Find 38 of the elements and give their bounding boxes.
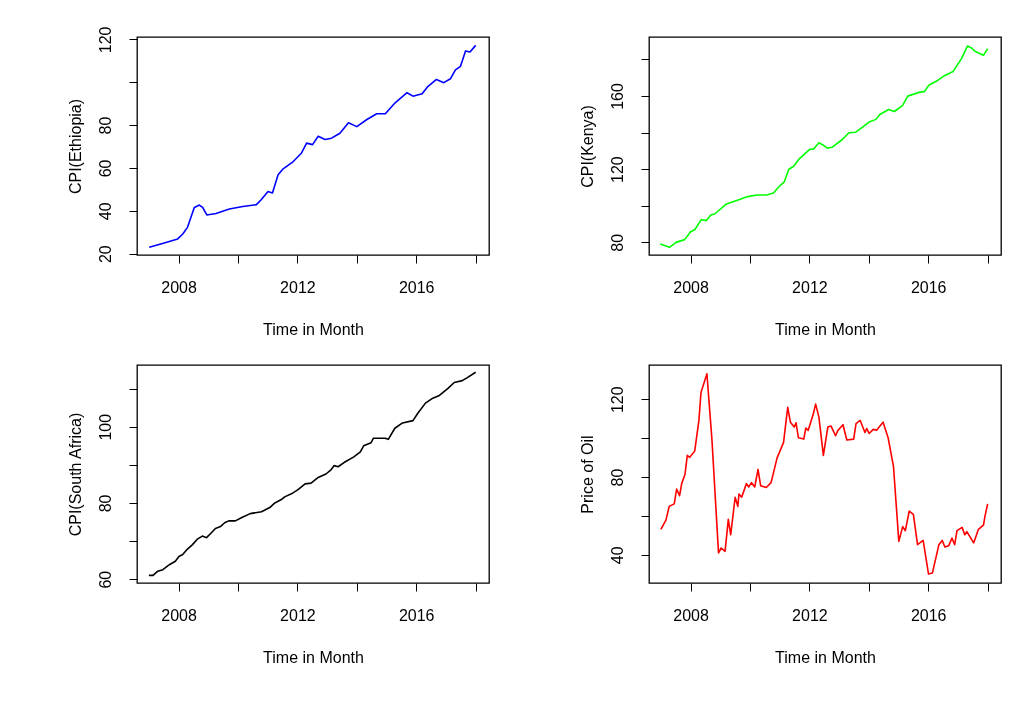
y-tick-label: 40 xyxy=(96,202,114,221)
x-tick-label: 2016 xyxy=(910,606,947,624)
y-tick-label: 80 xyxy=(608,468,626,487)
x-tick-label: 2012 xyxy=(280,278,316,296)
line-series xyxy=(660,372,989,575)
y-tick-label: 60 xyxy=(96,570,114,589)
x-tick-label: 2012 xyxy=(280,606,316,624)
y-axis-title: CPI(Kenya) xyxy=(578,105,596,188)
line-series xyxy=(148,44,477,249)
y-tick-label: 80 xyxy=(96,116,114,135)
y-tick-label: 80 xyxy=(608,233,626,252)
y-axis-title: CPI(Ethiopia) xyxy=(66,98,84,195)
x-tick-label: 2016 xyxy=(398,606,435,624)
x-axis-title: Time in Month xyxy=(263,648,364,666)
y-tick-label: 160 xyxy=(608,82,626,110)
x-tick-label: 2012 xyxy=(792,278,828,296)
x-tick-label: 2008 xyxy=(673,606,709,624)
y-axis-title: CPI(South Africa) xyxy=(66,412,84,537)
line-series xyxy=(148,371,477,577)
y-tick-label: 20 xyxy=(96,245,114,264)
y-tick-label: 100 xyxy=(96,413,114,441)
x-axis-title: Time in Month xyxy=(263,320,364,338)
y-axis-title: Price of Oil xyxy=(578,435,596,514)
x-tick-label: 2008 xyxy=(161,606,197,624)
x-tick-label: 2016 xyxy=(398,278,435,296)
y-tick-label: 120 xyxy=(608,156,626,184)
line-series xyxy=(659,45,989,249)
x-tick-label: 2012 xyxy=(792,606,828,624)
y-tick-label: 40 xyxy=(608,546,626,565)
x-tick-label: 2008 xyxy=(161,278,197,296)
y-tick-label: 120 xyxy=(608,386,626,414)
y-tick-label: 80 xyxy=(96,494,114,513)
x-tick-label: 2008 xyxy=(673,278,709,296)
x-axis-title: Time in Month xyxy=(775,320,876,338)
y-tick-label: 60 xyxy=(96,159,114,178)
x-axis-title: Time in Month xyxy=(775,648,876,666)
y-tick-label: 120 xyxy=(96,26,114,54)
x-tick-label: 2016 xyxy=(910,278,947,296)
